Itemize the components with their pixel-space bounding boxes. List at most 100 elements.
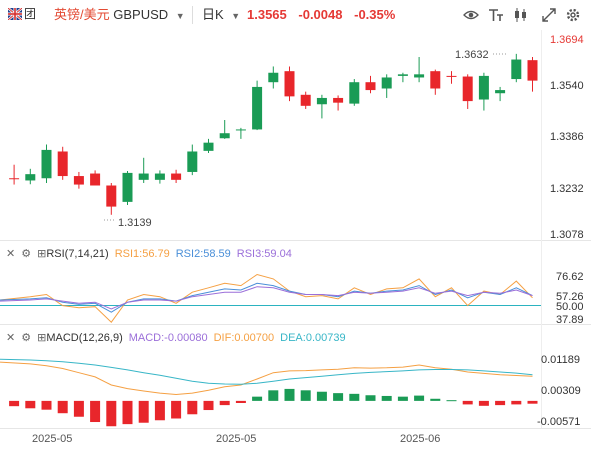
quote-summary: 1.3565 -0.0048 -0.35% xyxy=(247,7,403,23)
macd-bar xyxy=(73,400,84,417)
macd-bar xyxy=(203,400,214,411)
period-label: 日K xyxy=(202,7,224,22)
macd-bar xyxy=(41,400,52,410)
rsi2-value: RSI2:58.59 xyxy=(175,248,231,260)
candle-body xyxy=(495,90,506,94)
macd-bar xyxy=(122,400,133,425)
candle-body xyxy=(171,173,182,180)
rsi1-value: RSI1:56.79 xyxy=(114,248,170,260)
macd-title: MACD(12,26,9) xyxy=(46,332,123,344)
price-tick: 1.3232 xyxy=(550,183,584,195)
eye-icon[interactable] xyxy=(463,7,479,23)
candle-body xyxy=(365,82,376,91)
rsi-lines xyxy=(0,273,533,323)
candle-body xyxy=(235,129,246,131)
price-change: -0.0048 xyxy=(298,7,343,22)
candle-body xyxy=(316,97,327,105)
last-price: 1.3565 xyxy=(247,7,287,22)
macd-bar xyxy=(462,400,473,405)
candle-body xyxy=(333,97,344,103)
macd-bar xyxy=(527,400,538,404)
macd-bar xyxy=(446,400,457,402)
macd-bar xyxy=(381,395,392,401)
period-selector[interactable]: 日K ▼ xyxy=(202,7,240,24)
rsi1-line xyxy=(0,273,533,323)
candle-body xyxy=(478,75,489,100)
close-icon[interactable]: ✕ xyxy=(6,332,16,344)
settings-icon[interactable]: ⚙ xyxy=(21,248,32,260)
symbol-selector[interactable]: 英镑/美元 GBPUSD ▼ xyxy=(54,7,185,24)
macd-bar xyxy=(171,400,182,419)
price-change-pct: -0.35% xyxy=(354,7,396,22)
text-size-icon[interactable] xyxy=(488,7,504,23)
candle-body xyxy=(41,149,52,179)
candle-body xyxy=(397,74,408,76)
macd-tick: -0.00571 xyxy=(537,416,580,428)
macd-value: MACD:-0.00080 xyxy=(128,332,208,344)
macd-bar xyxy=(397,396,408,401)
uk-flag-icon xyxy=(8,8,22,20)
macd-header: ✕ ⚙ ⊞ MACD(12,26,9) MACD:-0.00080 DIF:0.… xyxy=(6,331,346,345)
candle-body xyxy=(57,151,68,177)
rsi-tick: 76.62 xyxy=(556,271,584,283)
candle-body xyxy=(300,94,311,106)
rsi3-line xyxy=(0,286,533,310)
candle-body xyxy=(349,82,360,104)
candle-body xyxy=(446,75,457,77)
macd-histogram xyxy=(9,388,538,427)
expand-icon[interactable] xyxy=(541,7,557,23)
candle-body xyxy=(268,72,279,83)
macd-bar xyxy=(219,400,230,406)
macd-bar xyxy=(316,391,327,401)
price-tick: 1.3540 xyxy=(550,80,584,92)
macd-bar xyxy=(252,396,263,401)
price-y-axis: 1.3694 1.3540 1.3386 1.3232 1.3078 xyxy=(550,34,584,241)
rsi-tick: 57.26 xyxy=(556,291,584,303)
macd-bar xyxy=(235,400,246,403)
high-price-label: 1.3632 xyxy=(455,49,489,61)
price-tick: 1.3386 xyxy=(550,131,584,143)
symbol-code-label: GBPUSD xyxy=(113,7,169,22)
x-axis: 2025-05 2025-05 2025-06 xyxy=(32,433,440,445)
candle-body xyxy=(252,86,263,130)
gear-icon[interactable] xyxy=(565,7,581,23)
info-icon[interactable]: ⊞ xyxy=(37,248,47,260)
candle-body xyxy=(284,71,295,97)
settings-icon[interactable]: ⚙ xyxy=(21,332,32,344)
low-price-label: 1.3139 xyxy=(118,217,152,229)
macd-bar xyxy=(300,390,311,401)
macd-bar xyxy=(9,400,20,407)
candle-body xyxy=(203,142,214,151)
rsi-tick: 50.00 xyxy=(556,301,584,313)
extreme-labels: 1.3632 1.3139 xyxy=(104,49,507,229)
macd-bar xyxy=(268,390,279,401)
dea-line xyxy=(0,358,533,385)
candle-body xyxy=(414,74,425,78)
candle-style-icon[interactable] xyxy=(513,7,529,23)
x-tick: 2025-05 xyxy=(32,433,72,445)
macd-lines xyxy=(0,358,533,396)
candle-body xyxy=(219,133,230,139)
candle-body xyxy=(462,76,473,102)
candle-body xyxy=(25,174,36,181)
candle-body xyxy=(90,173,101,186)
macd-bar xyxy=(154,400,165,421)
candle-body xyxy=(154,173,165,180)
candle-body xyxy=(122,172,133,202)
info-icon[interactable]: ⊞ xyxy=(37,332,47,344)
dif-value: DIF:0.00700 xyxy=(213,332,275,344)
candle-body xyxy=(430,71,441,89)
close-icon[interactable]: ✕ xyxy=(6,248,16,260)
x-tick: 2025-05 xyxy=(216,433,256,445)
macd-y-axis: 0.01189 0.00309 -0.00571 xyxy=(537,354,581,428)
grid xyxy=(0,30,591,429)
candles xyxy=(9,53,538,215)
macd-bar xyxy=(90,400,101,423)
macd-bar xyxy=(284,388,295,401)
price-tick: 1.3694 xyxy=(550,34,584,46)
group-icon: 团 xyxy=(24,7,37,21)
dif-line xyxy=(0,361,533,396)
macd-bar xyxy=(478,400,489,406)
rsi-title: RSI(7,14,21) xyxy=(46,248,109,260)
